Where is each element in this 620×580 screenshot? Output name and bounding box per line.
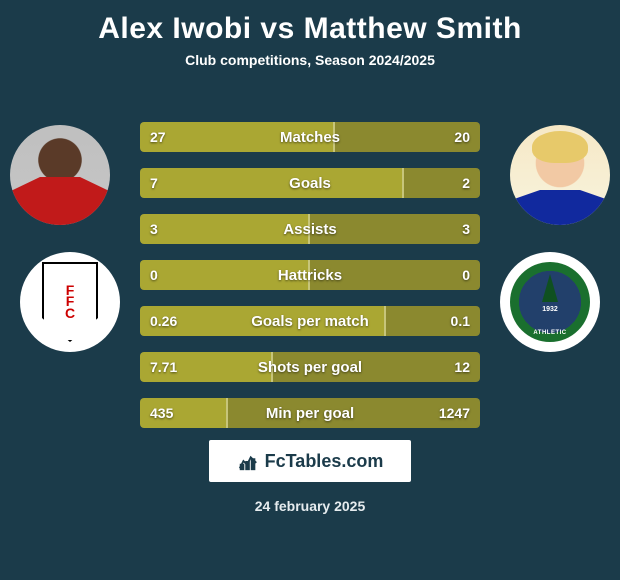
page-title: Alex Iwobi vs Matthew Smith [0,0,620,52]
footer-brand: FcTables.com [209,440,411,482]
player-left-face-icon [10,125,110,225]
stat-value-left: 0.26 [140,306,187,336]
stat-value-left: 0 [140,260,168,290]
stat-value-right: 0 [452,260,480,290]
footer-date: 24 february 2025 [0,498,620,514]
stat-row: Goals72 [140,168,480,198]
stat-value-right: 12 [444,352,480,382]
stat-value-left: 435 [140,398,183,428]
player-right-avatar [510,125,610,225]
stat-bar [140,214,480,244]
footer-brand-text: FcTables.com [265,451,384,472]
page-subtitle: Club competitions, Season 2024/2025 [0,52,620,86]
stat-value-right: 3 [452,214,480,244]
wigan-badge-icon: 1932 ATHLETIC [510,262,590,342]
stat-value-right: 0.1 [441,306,480,336]
stat-bar [140,122,480,152]
club-left-badge: FFC [20,252,120,352]
stats-bars-container: Matches2720Goals72Assists33Hattricks00Go… [140,122,480,444]
stat-bar [140,260,480,290]
stat-value-right: 2 [452,168,480,198]
stat-bar [140,352,480,382]
stat-value-right: 1247 [429,398,480,428]
stat-value-left: 7.71 [140,352,187,382]
stat-row: Goals per match0.260.1 [140,306,480,336]
stat-row: Min per goal4351247 [140,398,480,428]
player-left-avatar [10,125,110,225]
stat-bar-left [140,168,404,198]
stat-bar [140,306,480,336]
fulham-badge-icon: FFC [42,262,98,342]
stat-bar [140,168,480,198]
fctables-logo-icon [237,450,259,472]
stat-row: Assists33 [140,214,480,244]
stat-row: Shots per goal7.7112 [140,352,480,382]
player-right-face-icon [510,125,610,225]
stat-value-left: 3 [140,214,168,244]
stat-row: Matches2720 [140,122,480,152]
stat-value-left: 7 [140,168,168,198]
stat-value-right: 20 [444,122,480,152]
club-right-badge: 1932 ATHLETIC [500,252,600,352]
stat-value-left: 27 [140,122,176,152]
stat-row: Hattricks00 [140,260,480,290]
